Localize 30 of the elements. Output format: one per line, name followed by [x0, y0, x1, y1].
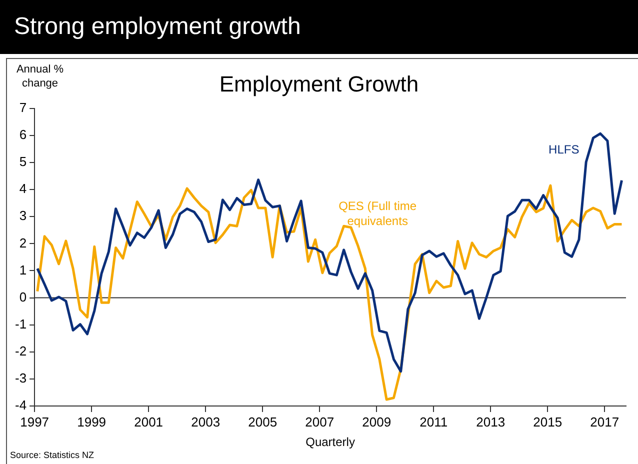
- y-tick-label: 5: [19, 154, 27, 170]
- y-tick-label: -3: [14, 370, 27, 386]
- x-tick-label: 2011: [420, 414, 448, 430]
- x-tick-label: 2013: [476, 414, 506, 430]
- x-tick-label: 2003: [191, 414, 220, 430]
- y-tick-label: -4: [14, 398, 27, 413]
- y-tick-label: 6: [19, 127, 27, 142]
- y-tick-label: 4: [19, 181, 27, 196]
- x-tick-label: 2001: [134, 414, 164, 430]
- y-tick-label: 0: [19, 289, 27, 304]
- x-axis-title: Quarterly: [306, 435, 355, 450]
- x-tick-label: 1999: [77, 414, 106, 430]
- x-tick-label: 2007: [305, 414, 334, 430]
- y-tick-label: -1: [14, 316, 27, 332]
- y-tick-label: 3: [19, 208, 27, 224]
- chart-subtitle: Employment Growth: [219, 71, 419, 96]
- series-label: QES (Full time equivalents: [338, 198, 417, 228]
- series-label: HLFS: [548, 142, 580, 156]
- x-tick-label: 2005: [248, 414, 278, 430]
- x-tick-label: 2017: [590, 414, 620, 430]
- x-tick-label: 2009: [362, 414, 392, 430]
- x-tick-label: 2015: [533, 414, 562, 430]
- x-tick-label: 1997: [20, 414, 50, 430]
- source-note: Source: Statistics NZ: [10, 450, 94, 460]
- y-tick-label: -2: [14, 343, 27, 358]
- chart-title: Strong employment growth: [0, 0, 638, 54]
- y-axis-title: Annual % change: [16, 64, 64, 90]
- y-tick-label: 1: [19, 262, 27, 278]
- y-tick-label: 2: [19, 235, 27, 250]
- y-tick-label: 7: [19, 100, 27, 115]
